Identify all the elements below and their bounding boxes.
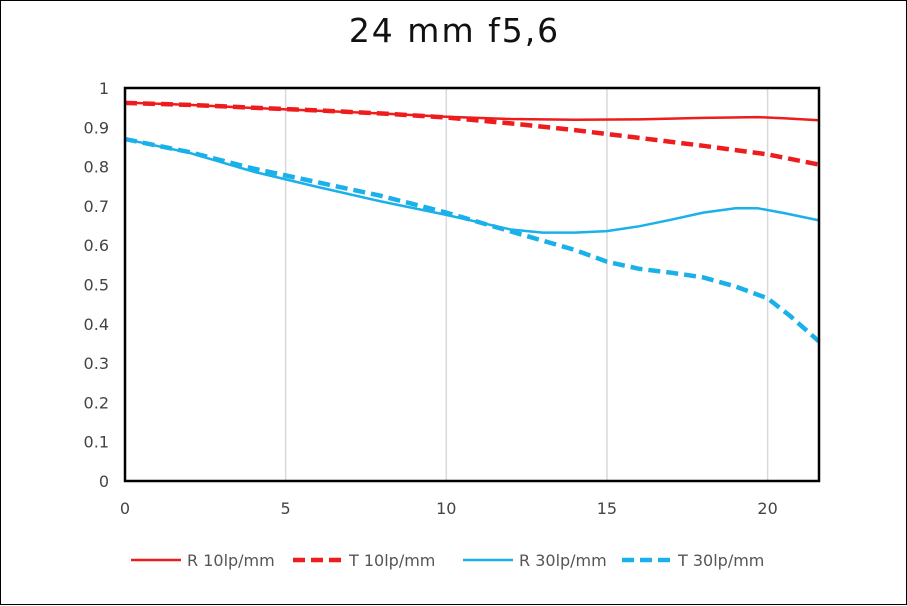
y-tick-label-2: 0.2 <box>84 393 109 412</box>
series-line-1 <box>124 100 820 167</box>
y-tick-label-5: 0.5 <box>84 276 109 295</box>
x-tick-label-2: 10 <box>436 499 456 518</box>
y-tick-label-10: 1 <box>99 79 109 98</box>
plot-area-border <box>123 86 821 483</box>
y-tick-label-6: 0.6 <box>84 236 109 255</box>
x-tick-label-1: 5 <box>281 499 291 518</box>
y-tick-label-0: 0 <box>99 472 109 491</box>
legend-label-1: T 10lp/mm <box>348 551 435 570</box>
legend-label-2: R 30lp/mm <box>519 551 607 570</box>
y-tick-label-1: 0.1 <box>84 433 109 452</box>
series-line-2 <box>124 137 820 234</box>
y-tick-label-7: 0.7 <box>84 197 109 216</box>
y-tick-label-3: 0.3 <box>84 354 109 373</box>
x-tick-label-3: 15 <box>597 499 617 518</box>
series-line-3 <box>124 136 821 344</box>
y-tick-label-8: 0.8 <box>84 158 109 177</box>
y-tick-label-4: 0.4 <box>84 315 109 334</box>
x-tick-label-4: 20 <box>757 499 777 518</box>
legend-label-0: R 10lp/mm <box>187 551 275 570</box>
legend-label-3: T 30lp/mm <box>677 551 764 570</box>
y-tick-label-9: 0.9 <box>84 118 109 137</box>
series-line-0 <box>124 101 820 122</box>
chart-title: 24 mm f5,6 <box>348 11 561 50</box>
x-tick-label-0: 0 <box>120 499 130 518</box>
